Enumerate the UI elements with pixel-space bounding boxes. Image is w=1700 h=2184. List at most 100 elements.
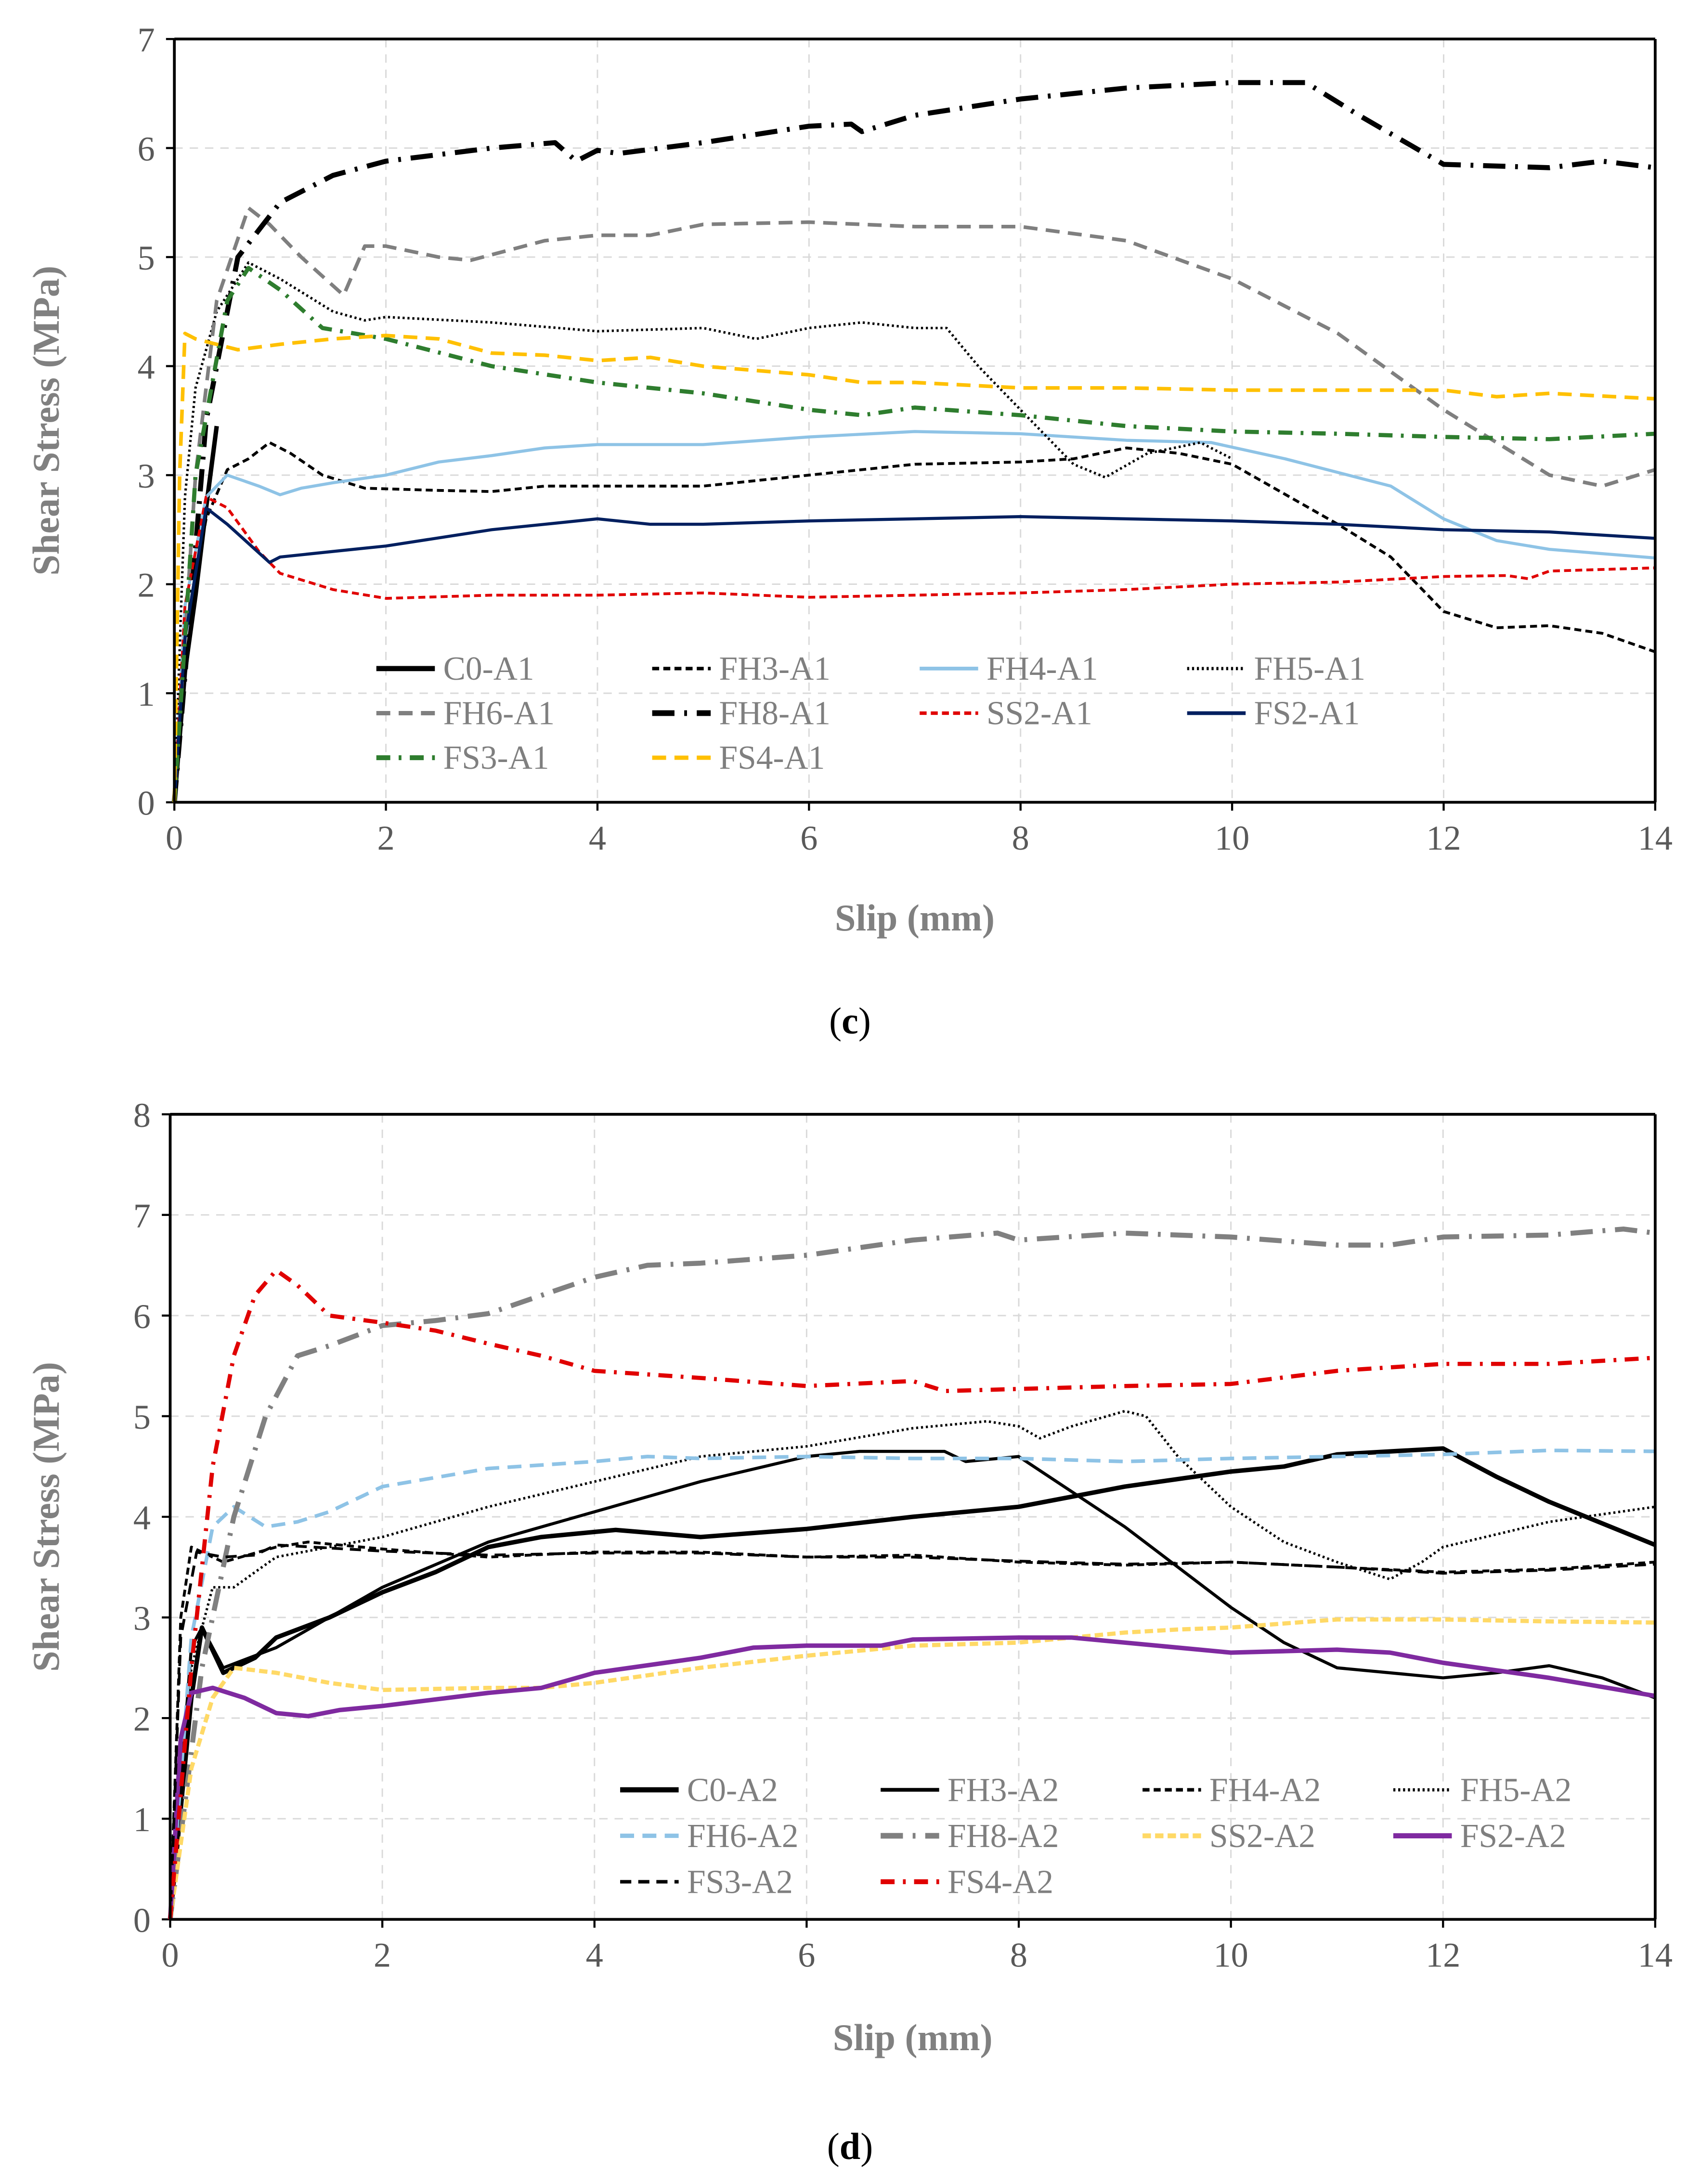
legend-item: FS4-A1 (652, 739, 825, 776)
legend-item: SS2-A1 (920, 695, 1092, 732)
y-tick-label: 5 (137, 239, 155, 277)
legend-item: FH5-A1 (1187, 650, 1365, 687)
x-tick-label: 0 (161, 1936, 179, 1975)
legend-item: SS2-A2 (1142, 1818, 1315, 1855)
y-tick-label: 1 (137, 675, 155, 713)
legend-label: FS2-A1 (1254, 695, 1360, 732)
y-tick-label: 4 (137, 348, 155, 387)
legend-label: FS3-A1 (443, 739, 549, 776)
legend-label: SS2-A2 (1209, 1818, 1315, 1855)
series-line-fs4-a2 (168, 1268, 1656, 1920)
legend-label: FH5-A1 (1254, 650, 1365, 687)
legend-label: FH6-A1 (443, 695, 555, 732)
legend-label: FH4-A1 (986, 650, 1098, 687)
y-tick-label: 3 (137, 457, 155, 495)
x-tick-label: 0 (166, 819, 183, 857)
series-line-fh6-a1 (172, 206, 1656, 802)
legend: C0-A2 FH3-A2 FH4-A2 FH5-A2 FH6-A2 FH8-A2 SS2-A… (620, 1771, 1571, 1900)
caption-open: ( (827, 2125, 840, 2167)
y-tick-label: 3 (133, 1599, 151, 1638)
legend-label: FS3-A2 (687, 1863, 793, 1900)
caption-open: ( (829, 1000, 842, 1042)
legend-item: FH3-A2 (881, 1771, 1059, 1809)
legend-item: FS3-A1 (376, 739, 549, 776)
legend-item: FH8-A2 (881, 1818, 1059, 1855)
y-tick-label: 7 (133, 1197, 151, 1235)
x-tick-label: 12 (1426, 1936, 1460, 1975)
x-tick-label: 8 (1010, 1936, 1027, 1975)
series-line-fs4-a1 (172, 331, 1656, 802)
caption-letter: c (842, 1000, 858, 1042)
legend-item: FH5-A2 (1393, 1771, 1571, 1809)
series-line-fh6-a2 (168, 1448, 1655, 1920)
legend-item: FH6-A2 (620, 1818, 798, 1855)
caption-close: ) (860, 2125, 873, 2167)
legend-item: C0-A2 (620, 1771, 778, 1809)
legend-label: FH8-A1 (719, 695, 831, 732)
series-line-fh5-a1 (173, 261, 1233, 802)
series-line-fh4-a2 (169, 1540, 1656, 1920)
legend-label: FH3-A1 (719, 650, 831, 687)
x-axis-title: Slip (mm) (835, 897, 995, 939)
legend-label: FH3-A2 (947, 1771, 1059, 1809)
panel-caption: (c) (829, 1000, 871, 1042)
y-tick-label: 8 (133, 1096, 151, 1135)
x-axis-title: Slip (mm) (833, 2016, 993, 2058)
series-line-c0-a2 (168, 1446, 1656, 1920)
legend-label: FS2-A2 (1460, 1818, 1566, 1855)
y-tick-label: 4 (133, 1499, 151, 1537)
legend-item: FH8-A1 (652, 695, 831, 732)
x-tick-label: 4 (589, 819, 606, 857)
x-tick-label: 2 (377, 819, 394, 857)
legend-label: FS4-A2 (947, 1863, 1053, 1900)
legend-item: FH4-A2 (1142, 1771, 1321, 1809)
series-line-fh3-a1 (173, 441, 1656, 802)
y-axis-title: Shear Stress (MPa) (25, 266, 67, 576)
legend-item: FS3-A2 (620, 1863, 793, 1900)
legend-item: FS4-A2 (881, 1863, 1053, 1900)
series-line-ss2-a1 (173, 495, 1656, 802)
series-line-fs3-a2 (169, 1543, 1656, 1920)
legend-label: FH5-A2 (1460, 1771, 1571, 1809)
y-tick-label: 5 (133, 1398, 151, 1436)
legend-label: SS2-A1 (986, 695, 1092, 732)
caption-close: ) (858, 1000, 871, 1042)
x-tick-label: 6 (798, 1936, 815, 1975)
y-tick-label: 2 (133, 1700, 151, 1738)
series-line-fs3-a1 (172, 266, 1656, 802)
y-tick-label: 0 (137, 784, 155, 823)
y-tick-label: 1 (133, 1800, 151, 1839)
y-tick-label: 6 (137, 130, 155, 168)
series-line-ss2-a2 (168, 1617, 1655, 1920)
legend: C0-A1 FH3-A1 FH4-A1 FH5-A1 FH6-A1 FH8-A1 SS2-A… (376, 650, 1365, 776)
legend-label: C0-A2 (687, 1771, 778, 1809)
legend-item: C0-A1 (376, 650, 534, 687)
legend-label: FH6-A2 (687, 1818, 798, 1855)
x-tick-label: 6 (800, 819, 818, 857)
y-tick-label: 0 (133, 1901, 151, 1939)
x-tick-label: 14 (1638, 819, 1673, 857)
legend-label: FH8-A2 (947, 1818, 1059, 1855)
x-tick-label: 8 (1012, 819, 1029, 857)
legend-item: FS2-A1 (1187, 695, 1360, 732)
series-line-fh8-a1 (171, 80, 1656, 803)
caption-letter: d (840, 2125, 860, 2167)
y-axis-title: Shear Stress (MPa) (25, 1362, 67, 1672)
x-tick-label: 10 (1214, 1936, 1248, 1975)
legend-label: FH4-A2 (1209, 1771, 1321, 1809)
x-tick-label: 2 (374, 1936, 391, 1975)
legend-item: FS2-A2 (1393, 1818, 1566, 1855)
x-tick-label: 4 (586, 1936, 603, 1975)
series-line-fs2-a2 (168, 1635, 1656, 1920)
y-tick-label: 7 (137, 21, 155, 59)
series-line-fh5-a2 (169, 1409, 1656, 1920)
x-tick-label: 10 (1215, 819, 1249, 857)
legend-label: C0-A1 (443, 650, 534, 687)
series-line-fs2-a1 (172, 506, 1656, 802)
series-line-fh3-a2 (169, 1449, 1656, 1920)
panel-caption: (d) (827, 2125, 873, 2167)
legend-item: FH6-A1 (376, 695, 555, 732)
legend-item: FH3-A1 (652, 650, 831, 687)
series-line-fh8-a2 (168, 1227, 1656, 1920)
